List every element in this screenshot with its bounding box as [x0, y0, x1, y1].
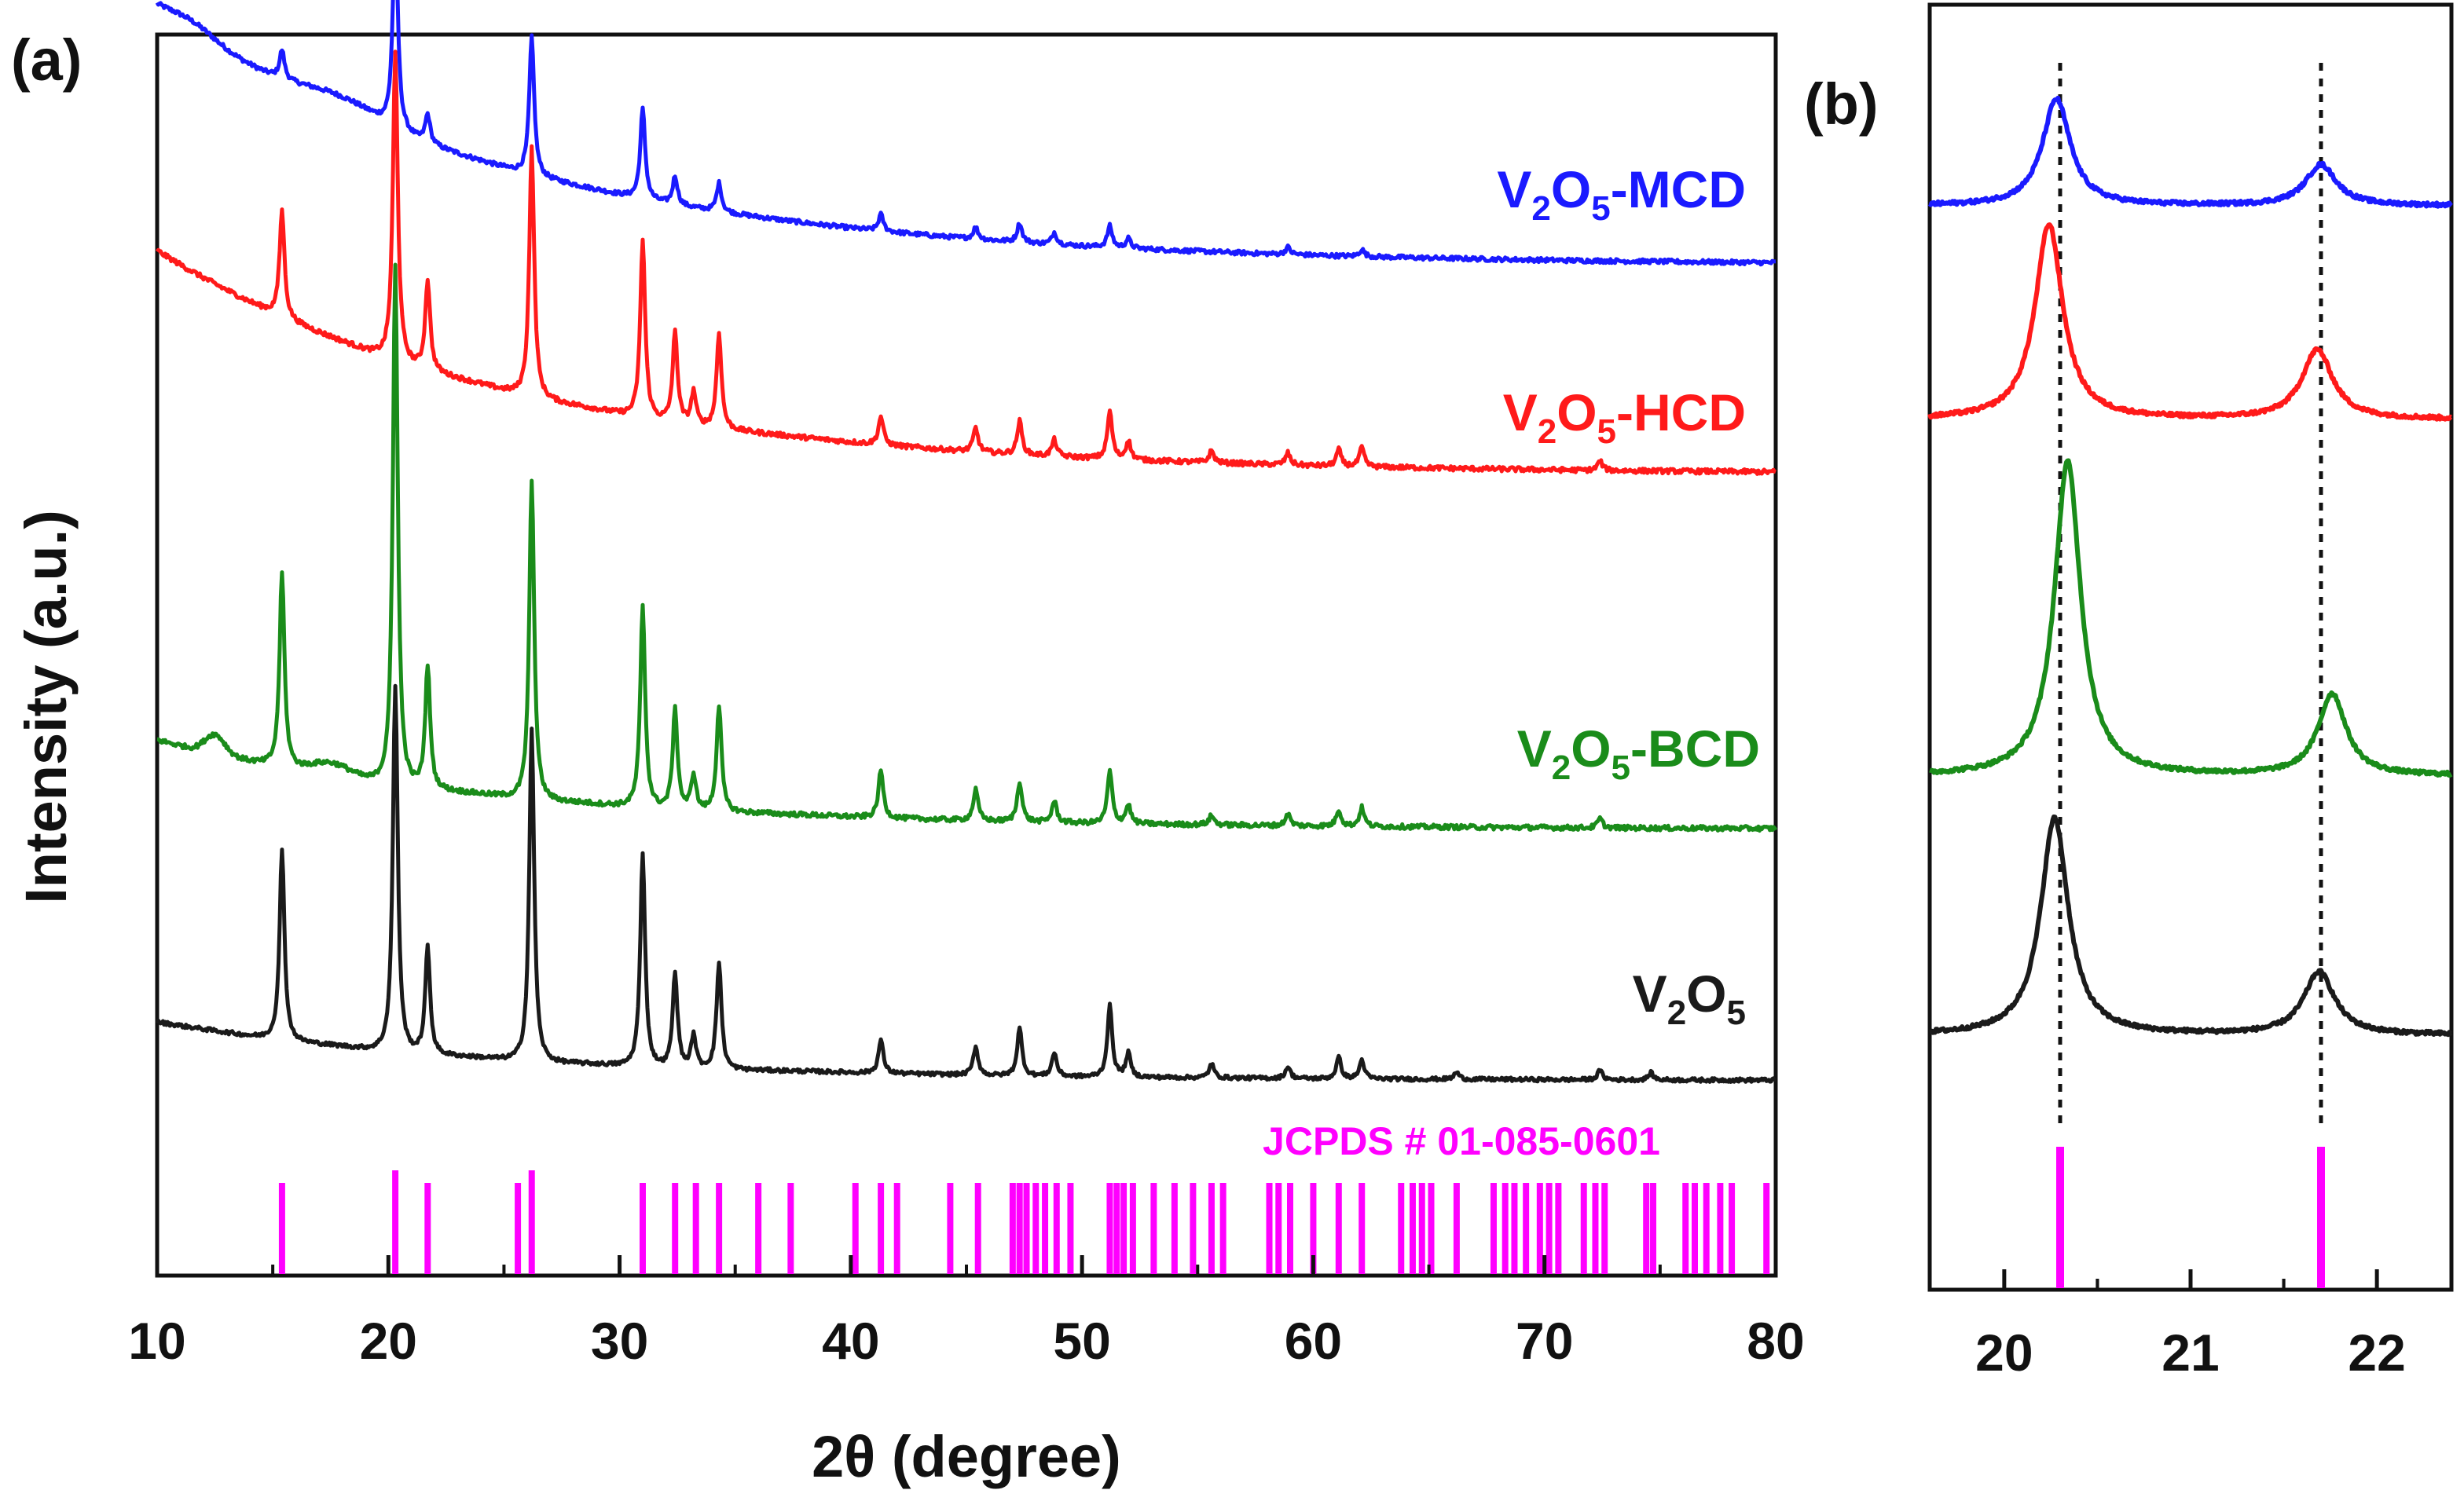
panel-b-plot-area: [1927, 95, 2453, 1038]
panel-b-x-axis: 20 21 22: [1975, 1269, 2406, 1382]
panel-b-reference-lines: [2056, 1147, 2325, 1288]
x-tick-label: 21: [2162, 1323, 2219, 1382]
trace-v2o5-hcd: [156, 49, 1776, 476]
panel-b-dashed-lines: [2058, 63, 2323, 1131]
panel-a-label: (a): [11, 27, 82, 93]
panel-a-plot-area: [155, 0, 1778, 1084]
series-label-hcd: V2O5-HCD: [1503, 383, 1746, 451]
zoom-trace-v2o5-bcd: [1928, 458, 2453, 778]
x-tick-label: 60: [1285, 1312, 1342, 1370]
x-tick-label: 70: [1516, 1312, 1573, 1370]
zoom-trace-v2o5-mcd: [1927, 95, 2453, 209]
x-tick-label: 10: [128, 1312, 185, 1370]
zoom-trace-v2o5-hcd: [1927, 222, 2453, 422]
x-tick-label: 20: [1975, 1323, 2033, 1382]
trace-v2o5: [155, 683, 1776, 1084]
series-label-v2o5: V2O5: [1633, 965, 1746, 1032]
trace-v2o5-bcd: [156, 262, 1778, 833]
x-tick-label: 50: [1053, 1312, 1110, 1370]
trace-v2o5-mcd: [155, 0, 1776, 267]
y-axis-title: Intensity (a.u.): [13, 510, 79, 904]
x-axis-title: 2θ (degree): [812, 1424, 1121, 1489]
panel-b-label: (b): [1804, 71, 1879, 137]
reference-label: JCPDS # 01-085-0601: [1263, 1119, 1660, 1163]
series-label-mcd: V2O5-MCD: [1497, 160, 1746, 228]
x-tick-label: 30: [591, 1312, 648, 1370]
zoom-trace-v2o5: [1928, 815, 2453, 1038]
x-tick-label: 20: [360, 1312, 417, 1370]
x-tick-label: 40: [822, 1312, 879, 1370]
series-label-bcd: V2O5-BCD: [1517, 719, 1760, 787]
panel-a-x-axis: 10 20 30 40 50 60 70 80: [128, 1255, 1805, 1370]
x-tick-label: 22: [2348, 1323, 2405, 1382]
panel-a-reference-lines: [278, 1170, 1770, 1274]
x-tick-label: 80: [1747, 1312, 1804, 1370]
